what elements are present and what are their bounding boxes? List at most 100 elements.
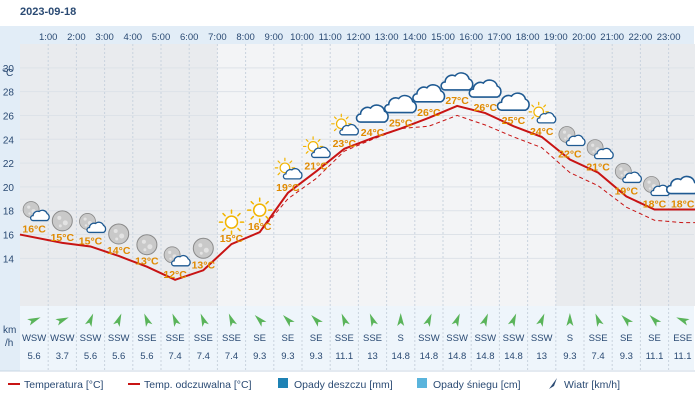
temp-label: 26°C <box>474 102 498 114</box>
x-tick-label: 3:00 <box>95 32 114 43</box>
wind-speed: 9.3 <box>253 351 266 362</box>
y-tick-label: 26 <box>3 111 15 122</box>
temp-label: 14°C <box>107 245 131 257</box>
legend: Temperatura [°C] Temp. odczuwalna [°C] Opa… <box>8 378 620 391</box>
wind-speed: 9.3 <box>563 351 576 362</box>
temp-label: 21°C <box>586 162 610 174</box>
wind-direction: SSW <box>531 333 553 344</box>
moon-icon <box>108 223 130 245</box>
y-tick-label: 24 <box>3 135 15 146</box>
wind-direction: SE <box>282 333 295 344</box>
y-tick-label: 14 <box>3 254 15 265</box>
x-tick-label: 20:00 <box>572 32 596 43</box>
wind-direction: SSW <box>80 333 102 344</box>
sun-icon <box>218 209 245 235</box>
wind-speed: 14.8 <box>391 351 410 362</box>
wind-direction: S <box>398 333 404 344</box>
wind-direction: S <box>567 333 573 344</box>
wind-direction: SSW <box>108 333 130 344</box>
wind-row: km /h WSW5.6WSW3.7SSW5.6SSW5.6SSE5.6SSE7… <box>3 312 692 362</box>
x-tick-label: 9:00 <box>265 32 284 43</box>
x-tick-label: 19:00 <box>544 32 568 43</box>
legend-label: Opady śniegu [cm] <box>433 379 521 391</box>
x-tick-label: 14:00 <box>403 32 427 43</box>
wind-speed: 14.8 <box>420 351 439 362</box>
y-tick-label: 18 <box>3 207 15 218</box>
wind-direction: WSW <box>22 333 46 344</box>
wind-speed: 11.1 <box>674 351 692 362</box>
temp-label: 21°C <box>304 160 328 172</box>
y-tick-label: 28 <box>3 88 15 99</box>
x-tick-label: 12:00 <box>347 32 371 43</box>
temp-label: 18°C <box>643 199 667 211</box>
x-tick-label: 16:00 <box>459 32 483 43</box>
wind-direction: SSE <box>335 333 354 344</box>
wind-speed: 13 <box>536 351 547 362</box>
wind-speed: 7.4 <box>591 351 604 362</box>
x-tick-label: 13:00 <box>375 32 399 43</box>
x-tick-label: 4:00 <box>124 32 143 43</box>
legend-label: Temperatura [°C] <box>24 379 104 391</box>
y-tick-label: 16 <box>3 231 15 242</box>
wind-speed: 5.6 <box>27 351 40 362</box>
temp-label: 12°C <box>163 269 187 281</box>
moon-icon <box>136 234 158 256</box>
x-tick-label: 10:00 <box>290 32 314 43</box>
temp-label: 22°C <box>558 149 582 161</box>
y-axis: °C 14 16 18 20 22 24 26 28 30 <box>2 64 14 266</box>
temp-label: 23°C <box>333 138 357 150</box>
x-tick-label: 6:00 <box>180 32 199 43</box>
x-tick-label: 23:00 <box>657 32 681 43</box>
x-tick-label: 2:00 <box>67 32 86 43</box>
temp-label: 19°C <box>615 185 639 197</box>
x-tick-label: 18:00 <box>516 32 540 43</box>
wind-direction: SSW <box>503 333 525 344</box>
wind-speed: 14.8 <box>476 351 495 362</box>
feels-like-line <box>19 114 695 281</box>
moon-icon <box>192 237 214 259</box>
temperature-line <box>19 104 695 281</box>
wind-speed: 14.8 <box>448 351 467 362</box>
legend-label: Temp. odczuwalna [°C] <box>144 379 252 391</box>
legend-label: Opady deszczu [mm] <box>294 379 393 391</box>
wind-speed: 14.8 <box>504 351 523 362</box>
wind-speed: 5.6 <box>140 351 153 362</box>
wind-speed: 5.6 <box>84 351 97 362</box>
y-tick-label: 30 <box>3 64 15 75</box>
temp-label: 18°C <box>671 199 695 211</box>
wind-direction: SE <box>620 333 633 344</box>
temp-label: 26°C <box>417 107 441 119</box>
legend-box-swatch <box>278 378 288 388</box>
temp-label: 13°C <box>135 256 159 268</box>
temp-label: 15°C <box>220 233 244 245</box>
x-axis: 1:00 2:00 3:00 4:00 5:00 6:00 7:00 8:00 9:00 10:0… <box>39 32 681 43</box>
wind-direction: ESE <box>673 333 692 344</box>
wind-direction: SSE <box>589 333 608 344</box>
forecast-date: 2023-09-18 <box>20 6 77 18</box>
wind-unit-km: km <box>3 325 16 336</box>
wind-speed: 3.7 <box>56 351 69 362</box>
wind-unit-h: /h <box>5 338 13 349</box>
x-tick-label: 7:00 <box>208 32 227 43</box>
temp-label: 24°C <box>361 127 385 139</box>
x-tick-label: 8:00 <box>236 32 255 43</box>
wind-direction: SE <box>648 333 661 344</box>
x-tick-label: 15:00 <box>431 32 455 43</box>
temp-label: 25°C <box>389 118 413 130</box>
wind-direction: SE <box>310 333 323 344</box>
wind-legend-icon <box>549 378 557 389</box>
moon-icon <box>51 210 73 232</box>
legend-box-swatch <box>417 378 427 388</box>
legend-label: Wiatr [km/h] <box>564 379 620 391</box>
x-tick-label: 5:00 <box>152 32 171 43</box>
temp-label: 16°C <box>22 224 46 236</box>
wind-speed: 7.4 <box>168 351 181 362</box>
wind-direction: WSW <box>50 333 74 344</box>
x-tick-label: 22:00 <box>629 32 653 43</box>
wind-direction: SSE <box>166 333 185 344</box>
x-tick-label: 21:00 <box>600 32 624 43</box>
wind-speed: 11.1 <box>335 351 353 362</box>
wind-direction: SSW <box>446 333 468 344</box>
